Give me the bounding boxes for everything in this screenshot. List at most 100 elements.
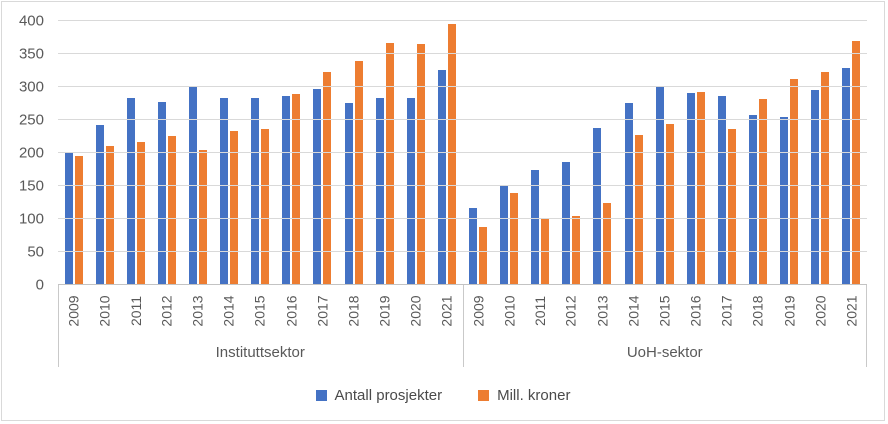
bar-mill-kroner-uoh-sektor-2013 — [603, 202, 612, 285]
bar-mill-kroner-instituttsektor-2020 — [416, 44, 425, 285]
y-axis-tick-label: 250 — [18, 111, 44, 129]
year-text: 2018 — [749, 295, 766, 327]
x-axis-year-label-2010: 2010 — [494, 285, 525, 337]
year-text: 2010 — [96, 295, 113, 327]
bar-antall-prosjekter-uoh-sektor-2011 — [531, 170, 540, 285]
category-slot-2011 — [120, 21, 151, 285]
category-slot-2009 — [58, 21, 89, 285]
x-axis-year-label-2017: 2017 — [711, 285, 742, 337]
axis-separator-2 — [866, 285, 867, 367]
category-slot-2014 — [214, 21, 245, 285]
bar-mill-kroner-instituttsektor-2017 — [323, 71, 332, 285]
year-text: 2013 — [189, 295, 206, 327]
bar-antall-prosjekter-instituttsektor-2010 — [95, 125, 104, 285]
category-slot-2021 — [836, 21, 867, 285]
y-axis-tick-label: 150 — [18, 177, 44, 195]
category-slot-2010 — [89, 21, 120, 285]
category-slot-2019 — [774, 21, 805, 285]
bar-mill-kroner-uoh-sektor-2020 — [821, 71, 830, 285]
bar-antall-prosjekter-uoh-sektor-2018 — [749, 114, 758, 285]
axis-separator-1 — [462, 285, 464, 367]
category-slot-2014 — [618, 21, 649, 285]
x-axis-year-label-2021: 2021 — [836, 285, 867, 337]
bar-mill-kroner-instituttsektor-2021 — [447, 23, 456, 285]
x-axis-year-label-2018: 2018 — [338, 285, 369, 337]
y-axis-tick-label: 300 — [18, 78, 44, 96]
category-slot-2015 — [245, 21, 276, 285]
bar-antall-prosjekter-instituttsektor-2021 — [437, 69, 446, 285]
year-text: 2016 — [283, 295, 300, 327]
x-axis-year-label-2016: 2016 — [680, 285, 711, 337]
x-axis-year-label-2013: 2013 — [182, 285, 213, 337]
bar-mill-kroner-instituttsektor-2016 — [292, 93, 301, 285]
group-uoh-sektor — [463, 21, 868, 285]
bar-antall-prosjekter-instituttsektor-2020 — [406, 97, 415, 285]
category-slot-2009 — [463, 21, 494, 285]
legend-label-antall-prosjekter: Antall prosjekter — [334, 386, 443, 404]
bars-container — [58, 21, 867, 285]
bar-antall-prosjekter-instituttsektor-2016 — [282, 96, 291, 285]
bar-mill-kroner-instituttsektor-2012 — [167, 135, 176, 285]
y-axis-tick-label: 400 — [18, 12, 44, 30]
bar-mill-kroner-uoh-sektor-2012 — [572, 215, 581, 285]
x-axis: 2009 2010 2011 2012 2013 2014 2015 2016 2017 2018… — [58, 285, 867, 367]
x-axis-line — [58, 284, 867, 285]
year-text: 2009 — [65, 295, 82, 327]
legend-item-mill-kroner: Mill. kroner — [478, 387, 570, 404]
gridline — [58, 53, 867, 54]
gridline — [58, 185, 867, 186]
bar-antall-prosjekter-instituttsektor-2011 — [126, 97, 135, 285]
bar-mill-kroner-instituttsektor-2018 — [354, 60, 363, 285]
year-text: 2017 — [718, 295, 735, 327]
year-text: 2015 — [251, 295, 268, 327]
bar-antall-prosjekter-uoh-sektor-2014 — [624, 102, 633, 285]
x-axis-year-label-2015: 2015 — [649, 285, 680, 337]
bar-antall-prosjekter-uoh-sektor-2016 — [686, 92, 695, 285]
x-axis-year-label-2009: 2009 — [58, 285, 89, 337]
plot-area — [58, 20, 867, 285]
category-slot-2015 — [649, 21, 680, 285]
year-text: 2014 — [220, 295, 237, 327]
axis-separator-0 — [58, 285, 59, 367]
category-slot-2020 — [805, 21, 836, 285]
category-slot-2016 — [276, 21, 307, 285]
category-slot-2012 — [151, 21, 182, 285]
bar-mill-kroner-instituttsektor-2009 — [74, 155, 83, 285]
bar-mill-kroner-uoh-sektor-2021 — [852, 41, 861, 285]
bar-antall-prosjekter-uoh-sektor-2019 — [780, 117, 789, 285]
y-axis-tick-label: 50 — [27, 243, 44, 261]
category-slot-2017 — [711, 21, 742, 285]
category-slot-2013 — [587, 21, 618, 285]
y-axis: 400 350 300 250 200 150 100 50 0 — [2, 14, 52, 293]
year-text: 2011 — [127, 295, 144, 327]
bar-antall-prosjekter-instituttsektor-2017 — [313, 88, 322, 285]
category-slot-2020 — [400, 21, 431, 285]
bar-mill-kroner-uoh-sektor-2016 — [696, 92, 705, 285]
bar-mill-kroner-uoh-sektor-2015 — [665, 123, 674, 285]
year-text: 2010 — [501, 295, 518, 327]
bar-mill-kroner-uoh-sektor-2010 — [510, 192, 519, 285]
year-text: 2011 — [532, 295, 549, 327]
bar-mill-kroner-instituttsektor-2010 — [105, 145, 114, 285]
years-uoh-sektor: 2009 2010 2011 2012 2013 2014 2015 2016 2017 2018… — [463, 285, 868, 337]
x-axis-year-label-2010: 2010 — [89, 285, 120, 337]
x-axis-year-label-2013: 2013 — [587, 285, 618, 337]
x-axis-year-label-2020: 2020 — [805, 285, 836, 337]
bar-antall-prosjekter-instituttsektor-2015 — [251, 98, 260, 285]
bar-mill-kroner-uoh-sektor-2017 — [727, 129, 736, 285]
x-axis-year-label-2021: 2021 — [431, 285, 462, 337]
bar-antall-prosjekter-uoh-sektor-2010 — [500, 184, 509, 285]
y-axis-tick-label: 350 — [18, 45, 44, 63]
y-axis-tick-label: 0 — [35, 276, 44, 294]
year-text: 2019 — [781, 295, 798, 327]
bar-antall-prosjekter-instituttsektor-2019 — [375, 98, 384, 285]
x-axis-year-label-2014: 2014 — [618, 285, 649, 337]
x-axis-group-label-instituttsektor: Instituttsektor — [215, 343, 305, 361]
x-axis-year-label-2012: 2012 — [555, 285, 586, 337]
gridline — [58, 86, 867, 87]
bar-antall-prosjekter-instituttsektor-2009 — [64, 153, 73, 285]
year-text: 2017 — [314, 295, 331, 327]
gridline — [58, 20, 867, 21]
x-axis-year-label-2018: 2018 — [742, 285, 773, 337]
